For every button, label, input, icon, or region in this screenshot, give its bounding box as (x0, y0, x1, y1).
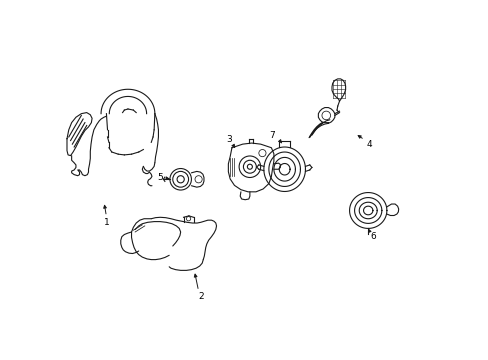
Text: 7: 7 (269, 131, 275, 140)
Text: 6: 6 (369, 232, 375, 241)
Text: 4: 4 (366, 140, 371, 149)
Text: 5: 5 (157, 173, 163, 182)
Text: 1: 1 (103, 218, 109, 227)
Text: 3: 3 (226, 135, 232, 144)
Text: 2: 2 (198, 292, 203, 301)
